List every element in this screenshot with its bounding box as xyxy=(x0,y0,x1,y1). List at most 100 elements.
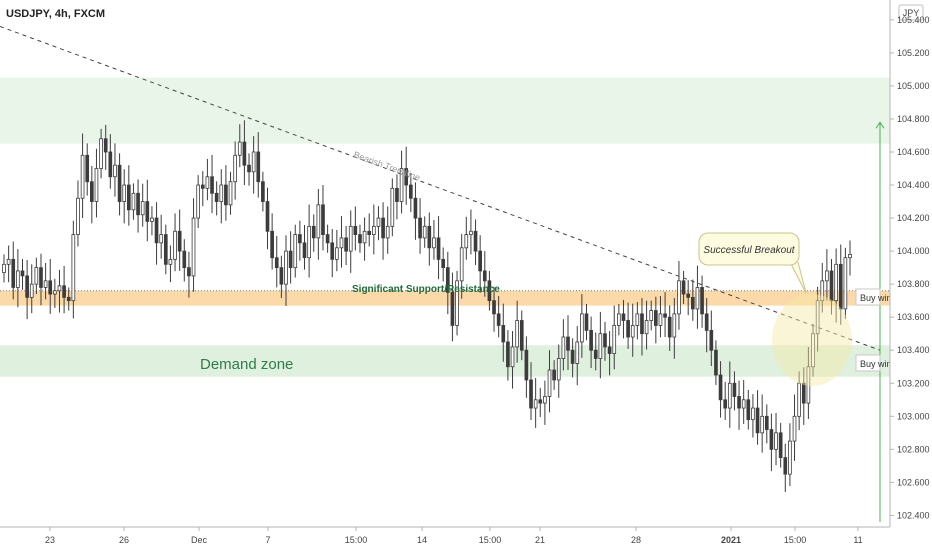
breakout-highlight xyxy=(772,294,852,386)
time-tick-label: 28 xyxy=(631,535,641,545)
candle-body xyxy=(547,369,552,397)
candle-body xyxy=(113,164,117,178)
price-tick-label: 103.000 xyxy=(897,411,930,421)
price-tick-label: 105.400 xyxy=(897,15,930,25)
candle-body xyxy=(690,296,695,310)
price-tick-label: 103.600 xyxy=(897,312,930,322)
candle-body xyxy=(233,154,237,183)
candle-body xyxy=(182,250,187,269)
candle-body xyxy=(649,310,654,321)
candle-body xyxy=(501,325,506,343)
candle-body xyxy=(519,320,524,351)
price-tick-label: 102.600 xyxy=(897,477,930,487)
candle-body xyxy=(29,283,34,298)
candle-body xyxy=(580,313,584,343)
candle-body xyxy=(450,292,455,326)
time-tick-label: 15:00 xyxy=(345,535,368,545)
candle-body xyxy=(723,399,728,409)
candle-body xyxy=(727,382,732,409)
candle-body xyxy=(228,181,233,206)
buy-window-label-2[interactable]: Buy wind xyxy=(855,354,897,372)
candle-body xyxy=(478,250,482,272)
candle-body xyxy=(187,267,191,277)
time-axis[interactable]: 23 26 Dec 7 15:00 14 15:00 21 28 2021 15:00 11 xyxy=(0,526,890,545)
candles-layer xyxy=(2,120,852,492)
candle-body xyxy=(177,230,182,252)
support-resistance-band xyxy=(0,290,890,306)
candle-body xyxy=(358,234,362,244)
candle-body xyxy=(788,440,792,475)
price-tick-label: 104.200 xyxy=(897,213,930,223)
candle-body xyxy=(718,374,723,401)
candle-body xyxy=(385,225,390,239)
time-tick-label: 7 xyxy=(265,535,270,545)
candle-body xyxy=(367,230,372,235)
candle-body xyxy=(584,313,589,331)
candle-body xyxy=(695,287,700,310)
candle-body xyxy=(806,366,811,404)
buy-window-label-1[interactable]: Buy wind xyxy=(855,288,897,306)
candle-body xyxy=(556,358,561,381)
time-tick-label: 21 xyxy=(535,535,545,545)
price-tick-label: 105.000 xyxy=(897,81,930,91)
candle-body xyxy=(224,184,228,206)
candle-body xyxy=(422,225,427,239)
trendline-label: Bearish Trendline xyxy=(352,149,421,182)
candle-body xyxy=(145,201,150,222)
breakout-label: Successful Breakout xyxy=(703,245,795,256)
candle-body xyxy=(390,187,395,227)
candle-body xyxy=(173,230,177,260)
candle-body xyxy=(764,415,769,430)
price-tick-label: 103.200 xyxy=(897,378,930,388)
candle-body xyxy=(635,313,640,326)
candle-body xyxy=(99,138,103,169)
candle-body xyxy=(700,287,704,315)
candle-body xyxy=(316,204,321,239)
candle-body xyxy=(48,280,53,295)
candle-body xyxy=(843,257,848,310)
candle-body xyxy=(279,267,284,285)
candle-body xyxy=(103,138,108,153)
candle-body xyxy=(621,313,626,321)
candle-body xyxy=(307,225,311,259)
time-tick-label: 23 xyxy=(45,535,55,545)
time-tick-label: 2021 xyxy=(721,535,741,545)
candle-body xyxy=(612,325,617,354)
candle-body xyxy=(473,230,478,252)
price-tick-label: 104.800 xyxy=(897,114,930,124)
demand-zone xyxy=(0,345,890,377)
candle-body xyxy=(640,313,644,335)
candle-body xyxy=(783,457,788,475)
candle-body xyxy=(672,313,677,338)
candle-body xyxy=(626,320,630,338)
candle-body xyxy=(16,270,20,288)
candle-body xyxy=(159,234,164,244)
breakout-callout[interactable]: Successful Breakout xyxy=(698,232,807,294)
candle-body xyxy=(210,176,214,194)
candle-body xyxy=(325,234,330,244)
candle-body xyxy=(815,300,820,335)
candle-body xyxy=(256,151,261,183)
candle-body xyxy=(774,432,778,450)
candle-body xyxy=(593,349,598,359)
price-tick-label: 104.400 xyxy=(897,180,930,190)
candle-body xyxy=(20,270,25,277)
candle-body xyxy=(372,225,376,235)
candle-body xyxy=(205,176,210,189)
candle-body xyxy=(441,258,446,269)
candle-body xyxy=(25,275,29,298)
candle-body xyxy=(778,432,783,459)
candle-body xyxy=(714,349,718,376)
candle-body xyxy=(408,184,413,199)
supply-zone xyxy=(0,77,890,144)
candle-body xyxy=(755,407,760,434)
price-axis[interactable]: JPY 105.400105.200105.000104.800104.6001… xyxy=(889,0,932,550)
candle-body xyxy=(644,320,649,335)
candle-body xyxy=(335,247,339,260)
time-ticks: 23 26 Dec 7 15:00 14 15:00 21 28 2021 15:00 11 xyxy=(45,527,863,545)
candle-body xyxy=(704,313,709,331)
candle-body xyxy=(43,280,48,288)
candle-body xyxy=(219,184,224,202)
candle-body xyxy=(6,258,11,265)
